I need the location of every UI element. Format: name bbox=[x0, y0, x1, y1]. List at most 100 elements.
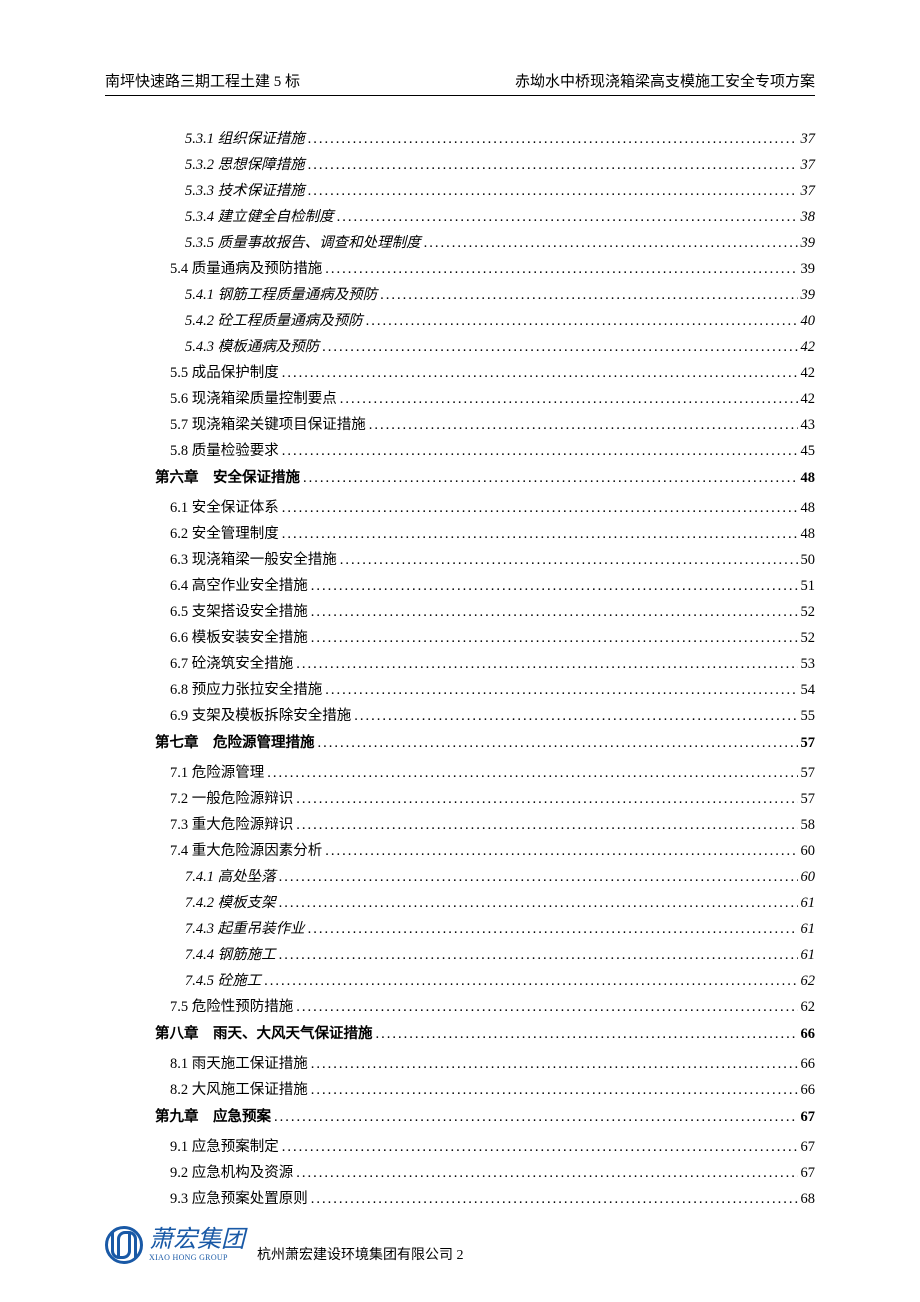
toc-entry: 5.4 质量通病及预防措施 39 bbox=[105, 262, 815, 277]
toc-page-number: 67 bbox=[801, 1140, 816, 1155]
logo-icon bbox=[105, 1226, 143, 1264]
toc-leader-dots bbox=[274, 1110, 798, 1125]
toc-entry: 7.1 危险源管理 57 bbox=[105, 766, 815, 781]
toc-label: 6.1 安全保证体系 bbox=[170, 501, 279, 516]
toc-page-number: 39 bbox=[801, 236, 816, 251]
toc-leader-dots bbox=[296, 792, 797, 807]
toc-label: 5.3.2 思想保障措施 bbox=[185, 158, 305, 173]
toc-page-number: 38 bbox=[801, 210, 816, 225]
toc-entry: 7.3 重大危险源辩识 58 bbox=[105, 818, 815, 833]
toc-label: 6.8 预应力张拉安全措施 bbox=[170, 683, 322, 698]
toc-leader-dots bbox=[264, 974, 797, 989]
toc-page-number: 58 bbox=[801, 818, 816, 833]
toc-label: 5.4.2 砼工程质量通病及预防 bbox=[185, 314, 363, 329]
toc-label: 7.1 危险源管理 bbox=[170, 766, 264, 781]
page-footer: 萧宏集团 XIAO HONG GROUP 杭州萧宏建设环境集团有限公司 2 bbox=[105, 1224, 464, 1266]
toc-entry: 7.2 一般危险源辩识 57 bbox=[105, 792, 815, 807]
toc-leader-dots bbox=[282, 527, 798, 542]
toc-page-number: 53 bbox=[801, 657, 816, 672]
toc-label: 5.7 现浇箱梁关键项目保证措施 bbox=[170, 418, 366, 433]
toc-leader-dots bbox=[279, 870, 798, 885]
toc-entry: 7.4.1 高处坠落 60 bbox=[105, 870, 815, 885]
toc-label: 7.5 危险性预防措施 bbox=[170, 1000, 293, 1015]
toc-page-number: 62 bbox=[801, 1000, 816, 1015]
toc-label: 9.3 应急预案处置原则 bbox=[170, 1192, 308, 1207]
toc-page-number: 39 bbox=[801, 288, 816, 303]
toc-page-number: 45 bbox=[801, 444, 816, 459]
toc-leader-dots bbox=[322, 340, 797, 355]
toc-label: 8.2 大风施工保证措施 bbox=[170, 1083, 308, 1098]
toc-label: 7.4.4 钢筋施工 bbox=[185, 948, 276, 963]
toc-leader-dots bbox=[308, 158, 798, 173]
toc-page-number: 42 bbox=[801, 340, 816, 355]
toc-page-number: 66 bbox=[801, 1027, 816, 1042]
toc-entry: 6.6 模板安装安全措施 52 bbox=[105, 631, 815, 646]
toc-leader-dots bbox=[325, 262, 797, 277]
toc-page-number: 39 bbox=[801, 262, 816, 277]
toc-label: 9.1 应急预案制定 bbox=[170, 1140, 279, 1155]
toc-page-number: 68 bbox=[801, 1192, 816, 1207]
toc-page-number: 43 bbox=[801, 418, 816, 433]
toc-page-number: 57 bbox=[801, 766, 816, 781]
toc-entry: 第六章 安全保证措施 48 bbox=[105, 471, 815, 486]
toc-entry: 第九章 应急预案 67 bbox=[105, 1110, 815, 1125]
toc-page-number: 48 bbox=[801, 471, 816, 486]
toc-entry: 7.4.3 起重吊装作业 61 bbox=[105, 922, 815, 937]
toc-label: 第八章 雨天、大风天气保证措施 bbox=[155, 1027, 373, 1042]
toc-page-number: 52 bbox=[801, 605, 816, 620]
toc-entry: 9.2 应急机构及资源 67 bbox=[105, 1166, 815, 1181]
toc-leader-dots bbox=[424, 236, 798, 251]
toc-label: 6.6 模板安装安全措施 bbox=[170, 631, 308, 646]
logo-chinese: 萧宏集团 bbox=[149, 1228, 245, 1252]
toc-leader-dots bbox=[311, 1192, 798, 1207]
toc-entry: 5.3.5 质量事故报告、调查和处理制度 39 bbox=[105, 236, 815, 251]
toc-label: 5.6 现浇箱梁质量控制要点 bbox=[170, 392, 337, 407]
toc-label: 5.5 成品保护制度 bbox=[170, 366, 279, 381]
toc-page-number: 61 bbox=[801, 896, 816, 911]
header-left: 南坪快速路三期工程土建 5 标 bbox=[105, 70, 300, 91]
toc-leader-dots bbox=[296, 657, 797, 672]
toc-label: 7.4 重大危险源因素分析 bbox=[170, 844, 322, 859]
toc-entry: 6.1 安全保证体系 48 bbox=[105, 501, 815, 516]
toc-page-number: 37 bbox=[801, 158, 816, 173]
toc-entry: 5.4.2 砼工程质量通病及预防 40 bbox=[105, 314, 815, 329]
toc-leader-dots bbox=[366, 314, 798, 329]
toc-page-number: 37 bbox=[801, 184, 816, 199]
toc-entry: 第八章 雨天、大风天气保证措施 66 bbox=[105, 1027, 815, 1042]
toc-leader-dots bbox=[303, 471, 798, 486]
toc-leader-dots bbox=[279, 948, 798, 963]
toc-label: 5.3.1 组织保证措施 bbox=[185, 132, 305, 147]
toc-leader-dots bbox=[340, 553, 798, 568]
toc-label: 5.4 质量通病及预防措施 bbox=[170, 262, 322, 277]
toc-leader-dots bbox=[325, 844, 797, 859]
toc-entry: 7.4 重大危险源因素分析 60 bbox=[105, 844, 815, 859]
toc-label: 8.1 雨天施工保证措施 bbox=[170, 1057, 308, 1072]
toc-label: 6.9 支架及模板拆除安全措施 bbox=[170, 709, 351, 724]
toc-label: 6.4 高空作业安全措施 bbox=[170, 579, 308, 594]
toc-label: 5.8 质量检验要求 bbox=[170, 444, 279, 459]
toc-page-number: 61 bbox=[801, 922, 816, 937]
header-right: 赤坳水中桥现浇箱梁高支模施工安全专项方案 bbox=[515, 70, 815, 91]
toc-label: 7.4.1 高处坠落 bbox=[185, 870, 276, 885]
toc-page-number: 54 bbox=[801, 683, 816, 698]
toc-entry: 6.9 支架及模板拆除安全措施 55 bbox=[105, 709, 815, 724]
toc-page-number: 48 bbox=[801, 527, 816, 542]
toc-leader-dots bbox=[318, 736, 798, 751]
toc-label: 5.3.4 建立健全自检制度 bbox=[185, 210, 334, 225]
toc-page-number: 37 bbox=[801, 132, 816, 147]
toc-leader-dots bbox=[282, 1140, 798, 1155]
toc-page-number: 67 bbox=[801, 1110, 816, 1125]
toc-entry: 6.4 高空作业安全措施 51 bbox=[105, 579, 815, 594]
page-header: 南坪快速路三期工程土建 5 标 赤坳水中桥现浇箱梁高支模施工安全专项方案 bbox=[105, 70, 815, 96]
toc-leader-dots bbox=[296, 818, 797, 833]
toc-entry: 8.2 大风施工保证措施 66 bbox=[105, 1083, 815, 1098]
toc-entry: 5.4.3 模板通病及预防 42 bbox=[105, 340, 815, 355]
toc-leader-dots bbox=[311, 631, 798, 646]
toc-leader-dots bbox=[282, 501, 798, 516]
toc-entry: 7.5 危险性预防措施 62 bbox=[105, 1000, 815, 1015]
toc-label: 第七章 危险源管理措施 bbox=[155, 736, 315, 751]
toc-page-number: 52 bbox=[801, 631, 816, 646]
toc-page-number: 66 bbox=[801, 1083, 816, 1098]
toc-entry: 7.4.4 钢筋施工 61 bbox=[105, 948, 815, 963]
toc-entry: 7.4.5 砼施工 62 bbox=[105, 974, 815, 989]
